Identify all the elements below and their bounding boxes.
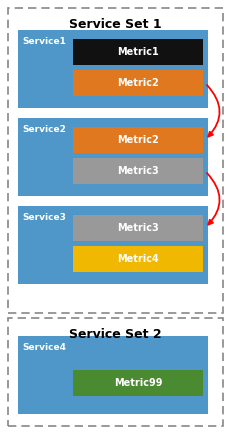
Bar [73, 370, 203, 396]
Text: Metric1: Metric1 [117, 47, 159, 57]
Bar [18, 336, 208, 414]
Bar [73, 39, 203, 65]
Text: Service4: Service4 [22, 343, 66, 352]
Bar [8, 318, 223, 426]
Bar [18, 206, 208, 284]
Text: Metric3: Metric3 [117, 166, 159, 176]
Bar [73, 215, 203, 241]
Text: Service2: Service2 [22, 124, 66, 133]
Text: Metric2: Metric2 [117, 78, 159, 88]
Text: Service3: Service3 [22, 213, 66, 222]
Bar [73, 70, 203, 96]
Bar [73, 158, 203, 184]
Bar [73, 246, 203, 272]
Text: Service Set 2: Service Set 2 [69, 327, 162, 340]
Text: Service1: Service1 [22, 36, 66, 45]
Bar [73, 127, 203, 153]
Bar [8, 8, 223, 313]
Text: Metric99: Metric99 [114, 378, 162, 388]
Bar [18, 118, 208, 196]
Text: Metric2: Metric2 [117, 135, 159, 145]
Bar [18, 30, 208, 108]
Text: Service Set 1: Service Set 1 [69, 18, 162, 31]
Text: Metric4: Metric4 [117, 254, 159, 264]
Text: Metric3: Metric3 [117, 223, 159, 233]
